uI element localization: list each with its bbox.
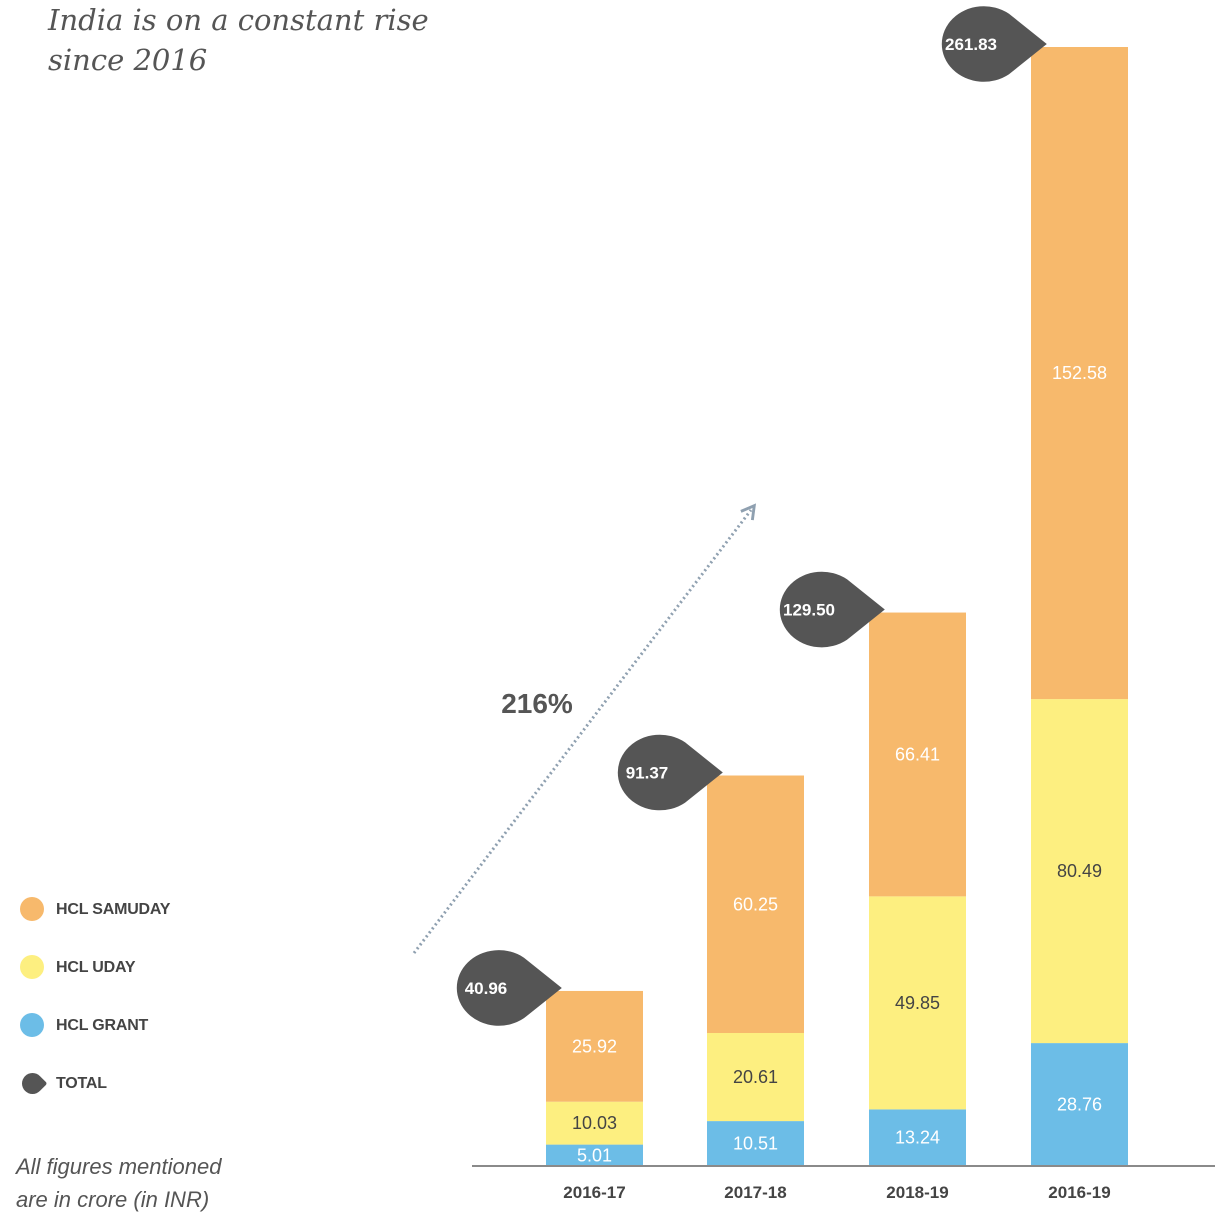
x-tick-label: 2016-17 bbox=[563, 1183, 625, 1202]
data-label-hcl-grant: 13.24 bbox=[895, 1128, 940, 1148]
x-tick-label: 2016-19 bbox=[1048, 1183, 1110, 1202]
data-label-hcl-uday: 49.85 bbox=[895, 993, 940, 1013]
x-tick-label: 2018-19 bbox=[886, 1183, 948, 1202]
data-label-hcl-samuday: 66.41 bbox=[895, 744, 940, 764]
legend-item-hcl-grant: HCL GRANT bbox=[20, 1012, 220, 1040]
legend-item-total: TOTAL bbox=[20, 1070, 220, 1098]
x-tick-label: 2017-18 bbox=[724, 1183, 786, 1202]
legend-item-hcl-uday: HCL UDAY bbox=[20, 954, 220, 982]
data-label-hcl-uday: 10.03 bbox=[572, 1113, 617, 1133]
growth-percentage-label: 216% bbox=[501, 688, 573, 719]
data-label-hcl-samuday: 60.25 bbox=[733, 894, 778, 914]
legend-swatch-icon bbox=[20, 897, 44, 921]
legend-label: HCL SAMUDAY bbox=[56, 901, 170, 919]
x-tick-labels-group: 2016-17 2017-18 2018-19 2016-19 bbox=[563, 1183, 1110, 1202]
data-label-hcl-samuday: 152.58 bbox=[1052, 363, 1107, 383]
units-note-line-1: All figures mentioned bbox=[16, 1150, 221, 1183]
total-value: 261.83 bbox=[945, 35, 997, 54]
total-value: 40.96 bbox=[465, 979, 508, 998]
legend-swatch-icon bbox=[20, 955, 44, 979]
legend-item-hcl-samuday: HCL SAMUDAY bbox=[20, 896, 220, 924]
legend-label: HCL GRANT bbox=[56, 1017, 148, 1035]
data-label-hcl-grant: 28.76 bbox=[1057, 1095, 1102, 1115]
legend-label: TOTAL bbox=[56, 1075, 107, 1093]
legend-label: HCL UDAY bbox=[56, 959, 135, 977]
total-value: 129.50 bbox=[783, 601, 835, 620]
data-label-hcl-uday: 20.61 bbox=[733, 1067, 778, 1087]
units-note-line-2: are in crore (in INR) bbox=[16, 1183, 221, 1216]
data-label-hcl-grant: 10.51 bbox=[733, 1134, 778, 1154]
data-label-hcl-grant: 5.01 bbox=[577, 1145, 612, 1165]
total-drop-icon bbox=[18, 1069, 48, 1099]
data-label-hcl-samuday: 25.92 bbox=[572, 1036, 617, 1056]
total-value: 91.37 bbox=[626, 764, 669, 783]
units-note: All figures mentioned are in crore (in I… bbox=[16, 1150, 221, 1216]
legend-swatch-icon bbox=[20, 1013, 44, 1037]
growth-arrow bbox=[414, 510, 751, 953]
data-label-hcl-uday: 80.49 bbox=[1057, 861, 1102, 881]
